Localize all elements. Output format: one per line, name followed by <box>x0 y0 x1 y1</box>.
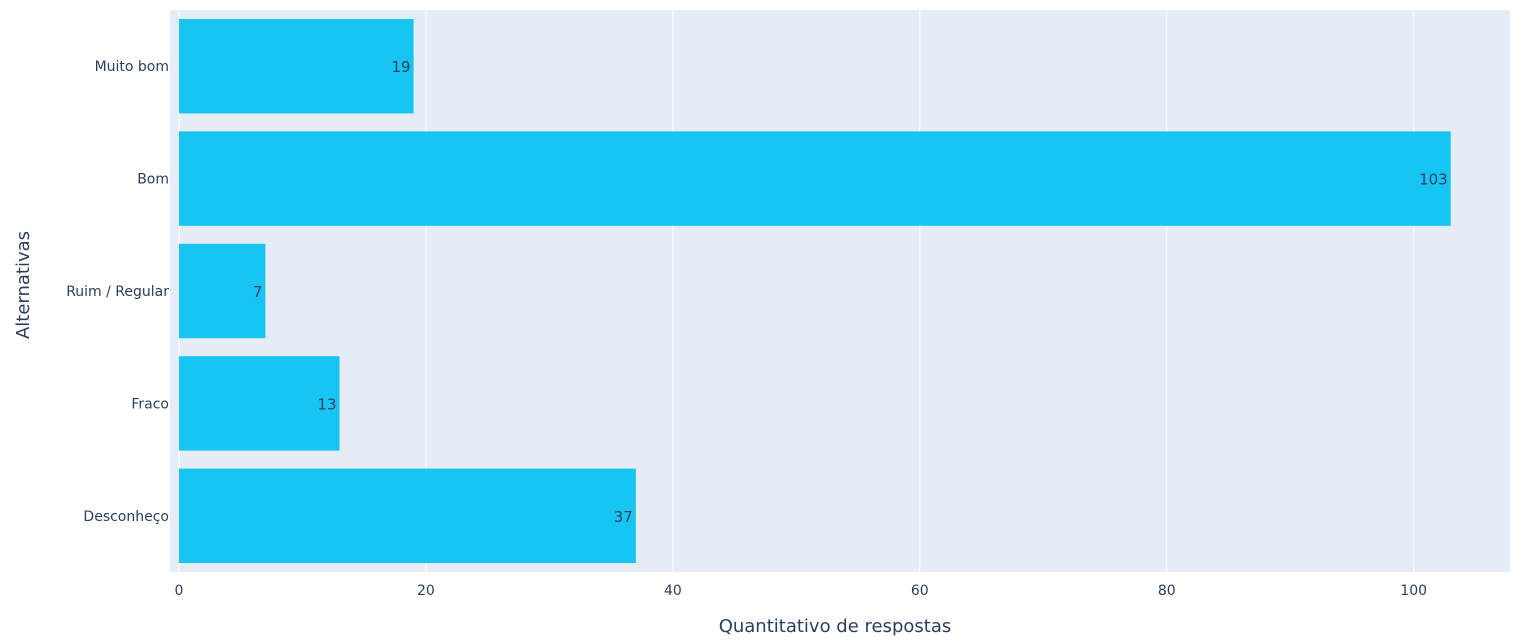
x-tick-label: 100 <box>1400 583 1427 599</box>
data-label: 13 <box>317 395 336 413</box>
bar-0 <box>179 18 414 114</box>
data-label: 103 <box>1419 171 1448 189</box>
data-labels: 19 103 7 13 37 <box>253 58 1448 526</box>
bars <box>179 18 1451 564</box>
y-axis-title: Alternativas <box>13 231 34 339</box>
data-label: 37 <box>614 508 633 526</box>
y-tick-label: Desconheço <box>83 509 169 525</box>
bar-2 <box>179 243 266 339</box>
data-label: 7 <box>253 283 263 301</box>
y-tick-label: Muito bom <box>95 59 169 75</box>
bar-4 <box>179 468 636 564</box>
y-axis-ticks: Muito bom Bom Ruim / Regular Fraco Desconheç… <box>66 59 169 525</box>
x-tick-label: 20 <box>417 583 435 599</box>
y-tick-label: Bom <box>137 172 169 188</box>
x-axis-ticks: 0 20 40 60 80 100 <box>175 583 1428 599</box>
bar-3 <box>179 356 340 451</box>
x-axis-title: Quantitativo de respostas <box>719 616 952 637</box>
y-tick-label: Fraco <box>131 396 169 412</box>
x-tick-label: 60 <box>911 583 929 599</box>
data-label: 19 <box>391 58 410 76</box>
x-tick-label: 40 <box>664 583 682 599</box>
x-tick-label: 0 <box>175 583 184 599</box>
x-tick-label: 80 <box>1158 583 1176 599</box>
bar-1 <box>179 131 1451 226</box>
y-tick-label: Ruim / Regular <box>66 284 169 300</box>
